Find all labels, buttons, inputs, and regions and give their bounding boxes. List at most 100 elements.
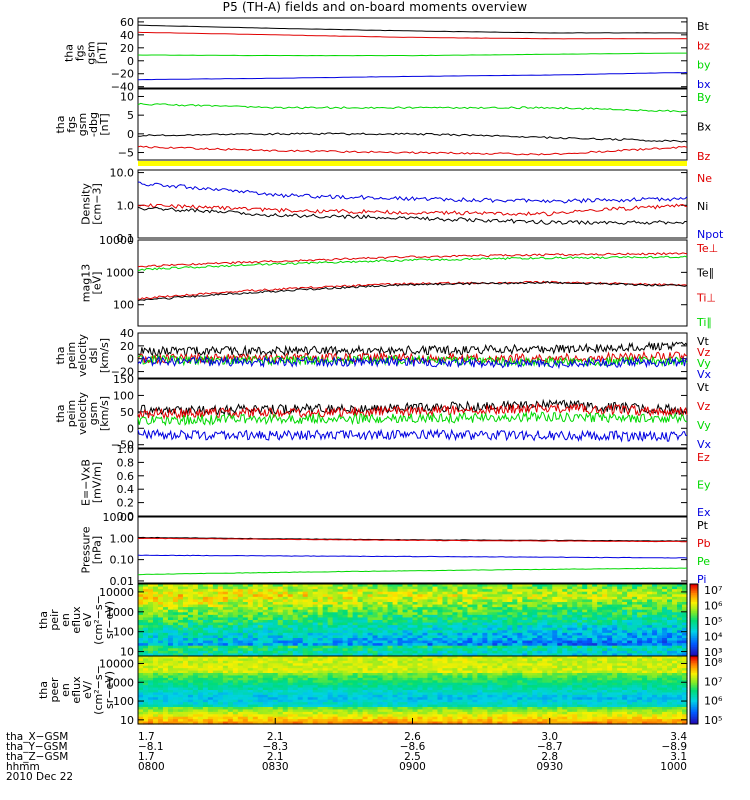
x-tick-label: 1.7 [138, 731, 155, 743]
panel-temperature: 10000 1000 100 mag13[eV] Te⊥ Te∥ Ti⊥ Ti∥ [80, 234, 719, 329]
legend-Pb: Pb [697, 537, 711, 550]
x-tick-label: −8.6 [400, 741, 426, 753]
legend-Vt: Vt [697, 381, 710, 394]
y-tick-label: 60 [120, 16, 134, 29]
legend-bx: bx [697, 78, 711, 91]
y-tick-label: 10 [120, 90, 134, 103]
y-tick-label: 0 [127, 353, 134, 366]
panel-frame [137, 516, 688, 584]
y-tick-label: 100 [113, 389, 134, 402]
legend-Pi: Pi [697, 573, 706, 586]
y-tick-label: −5 [118, 147, 134, 160]
y-axis-label: thapeirenefluxeV(cm²−s−sr−eV) [37, 595, 116, 645]
y-tick-label: 0.01 [110, 575, 135, 588]
x-tick-label: 2.1 [267, 751, 284, 763]
series-peim-velocity-dsl-Vx [137, 355, 688, 370]
series-temperature-Te∥ [137, 281, 688, 302]
y-tick-label: 10.00 [103, 511, 135, 524]
plot-title: P5 (TH-A) fields and on-board moments ov… [222, 0, 528, 14]
x-tick-label: 0930 [536, 761, 563, 773]
legend-By: By [697, 91, 712, 104]
y-tick-label: 100 [113, 299, 134, 312]
series-fgs-gsm-by [137, 52, 687, 57]
x-axis-row-label: hhmm [6, 761, 40, 773]
x-tick-label: 0900 [399, 761, 426, 773]
y-tick-label: 0.1 [117, 232, 135, 245]
y-tick-label: −40 [111, 81, 134, 94]
series-fgs-gsm-Bt [137, 24, 687, 34]
y-tick-label: 0 [127, 55, 134, 68]
y-tick-label: 1000 [106, 676, 134, 689]
x-tick-label: 1000 [660, 761, 687, 773]
legend-Bz: Bz [697, 150, 711, 163]
y-axis-label: E=−VxB[mV/m] [80, 459, 104, 506]
legend-Ne: Ne [697, 172, 712, 185]
x-axis-row-label: tha_Y−GSM [6, 741, 68, 753]
legend-Vx: Vx [697, 438, 712, 451]
x-tick-label: −8.7 [537, 741, 563, 753]
x-tick-label: 3.0 [541, 731, 558, 743]
legend-Vy: Vy [697, 419, 711, 432]
x-axis-row-label: tha_X−GSM [6, 731, 68, 743]
legend-Bx: Bx [697, 121, 712, 134]
series-pressure-Pi [137, 554, 688, 559]
x-axis: tha_X−GSM 1.7 2.1 2.6 3.0 3.4 tha_Y−GSM −8.1 −8.… [6, 718, 688, 783]
y-tick-label: 1.0 [117, 443, 135, 456]
x-tick-label: 2.1 [267, 731, 284, 743]
legend-Vz: Vz [697, 400, 711, 413]
x-tick-label: 0830 [262, 761, 289, 773]
colorbar-label: 10⁴ [704, 631, 723, 644]
y-tick-label: 100 [113, 626, 134, 639]
y-tick-label: 0 [127, 422, 134, 435]
y-tick-label: 10 [120, 646, 134, 659]
spectrogram-peir-en-eflux [138, 584, 688, 657]
y-axis-label: thapeimvelocitygsm[km/s] [54, 392, 111, 435]
legend-Ey: Ey [697, 479, 711, 492]
y-tick-label: −20 [111, 366, 134, 379]
legend-Pe: Pe [697, 555, 710, 568]
y-tick-label: 10000 [99, 586, 134, 599]
panel-frame [137, 448, 688, 517]
panel-peer-en-eflux: 10000 1000 100 10 thapeerenefluxeV/(cm²−s−sr… [37, 655, 723, 727]
x-axis-row-label: tha_Z−GSM [6, 751, 68, 763]
y-tick-label: 50 [120, 406, 134, 419]
y-axis-label: thafgsgsm[nT] [63, 41, 109, 64]
y-tick-label: 40 [120, 29, 134, 42]
colorbar-peer-en-eflux: 10⁸ 10⁷ 10⁶ 10⁵ [689, 655, 723, 727]
x-tick-label: 1.7 [138, 751, 155, 763]
series-density-Ne [137, 203, 688, 217]
series-temperature-Te⊥ [137, 280, 688, 301]
legend-Ti⊥: Ti⊥ [696, 291, 716, 304]
legend-Npot: Npot [697, 228, 724, 241]
y-tick-label: −20 [111, 68, 134, 81]
colorbar-label: 10⁷ [704, 675, 722, 688]
legend-Ti∥: Ti∥ [696, 316, 712, 329]
colorbar-peir-en-eflux: 10⁷ 10⁶ 10⁵ 10⁴ 10³ [689, 583, 723, 659]
x-tick-label: 3.1 [670, 751, 687, 763]
colorbar-label: 10⁵ [704, 615, 722, 628]
panel-fgs-gsm-dbg: 10 5 0 −5 thafgsgsm-dbg[nT] By Bx Bz [54, 88, 712, 166]
series-density-Ni [137, 206, 688, 225]
y-axis-label: mag13[eV] [80, 264, 104, 302]
series-fgs-gsm-dbg-Bz [137, 145, 688, 156]
panel-density: 10.0 1.0 0.1 Density[cm−3] Ne Ni Npot [80, 167, 724, 245]
legend-Ex: Ex [697, 506, 711, 519]
panel-frame [137, 239, 688, 327]
legend-by: by [697, 59, 711, 72]
panel-frame [137, 169, 688, 239]
series-fgs-gsm-dbg-By [137, 102, 688, 113]
x-tick-label: 2.6 [404, 731, 421, 743]
series-pressure-Pe [137, 567, 688, 576]
legend-Te⊥: Te⊥ [696, 242, 718, 255]
series-peim-velocity-gsm-Vz [137, 401, 688, 420]
y-tick-label: 100 [113, 695, 134, 708]
quality-flag-bar [138, 161, 687, 166]
y-axis-label: Density[cm−3] [80, 183, 104, 225]
legend-Vt: Vt [697, 335, 710, 348]
legend-Vz: Vz [697, 346, 711, 359]
y-tick-label: 40 [120, 327, 134, 340]
legend-Vy: Vy [697, 357, 711, 370]
